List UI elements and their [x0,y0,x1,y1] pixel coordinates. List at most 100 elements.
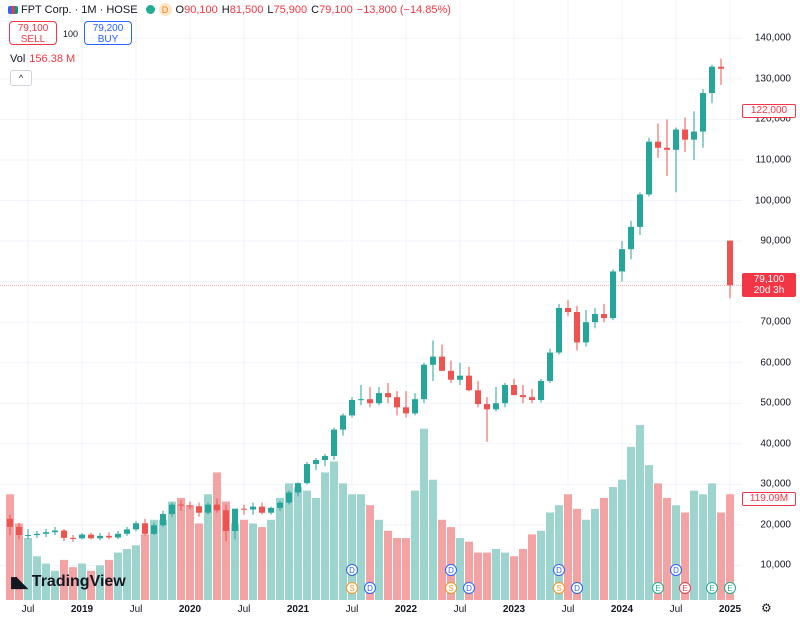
earnings-event-icon[interactable]: E [706,582,718,594]
tradingview-logo-text: TradingView [31,573,126,590]
candle-body [187,505,193,507]
volume-bar [555,505,563,600]
volume-bar [699,494,707,600]
candle-body [160,513,166,526]
candle-body [646,141,652,195]
dividend-event-icon[interactable]: D [364,582,376,594]
candle-body [637,194,643,227]
time-tick-label: 2022 [394,604,418,615]
volume-bar [438,519,446,600]
candle-body [403,407,409,414]
volume-bar [357,494,365,600]
volume-bar [672,505,680,600]
volume-bar [42,563,50,600]
buy-button[interactable]: 79,200 BUY [84,21,132,45]
candle-body [700,93,706,132]
volume-bar [105,559,113,600]
market-status-icon[interactable] [145,5,155,14]
volume-bar [456,538,464,600]
dividend-event-icon[interactable]: D [463,582,475,594]
candle-body [232,508,238,531]
candle-body [196,506,202,513]
volume-bar [159,519,167,600]
volume-bar [168,501,176,600]
volume-bar [591,508,599,600]
tradingview-logo[interactable]: ▮◣ TradingView [10,573,126,591]
earnings-event-icon[interactable]: E [679,582,691,594]
candle-body [412,399,418,414]
volume-bar [546,512,554,600]
volume-bar [141,534,149,600]
dividend-event-icon[interactable]: D [445,564,457,576]
volume-bar [186,505,194,600]
volume-bar [312,497,320,600]
time-tick-label: 2024 [610,604,634,615]
split-event-icon[interactable]: S [346,582,358,594]
volume-bar [231,523,239,600]
candle-body [502,385,508,404]
chart-area[interactable] [0,0,742,600]
tradingview-logo-icon: ▮◣ [10,574,28,591]
dividend-event-icon[interactable]: D [553,564,565,576]
volume-bar [609,486,617,600]
candle-body [286,492,292,503]
dividend-event-icon[interactable]: D [571,582,583,594]
volume-bar [420,428,428,600]
price-tick-label: 10,000 [760,559,791,571]
volume-bar [222,501,230,600]
collapse-legend-button[interactable]: ^ [10,70,32,86]
candle-body [529,397,535,401]
volume-bar [258,527,266,600]
candle-body [79,534,85,539]
candle-body [448,370,454,380]
candle-body [214,504,220,511]
volume-bar [60,559,68,600]
dividend-event-icon[interactable]: D [346,564,358,576]
sell-button[interactable]: 79,100 SELL [9,21,57,45]
split-event-icon[interactable]: S [445,582,457,594]
candle-body [682,129,688,140]
time-axis[interactable]: Jul 2019 Jul 2020 Jul 2021 Jul 2022 Jul 2023 Jul 20… [0,600,742,620]
gear-icon[interactable]: ⚙ [761,601,772,615]
candle-body [367,399,373,404]
volume-label: Vol [10,53,26,65]
delayed-badge[interactable]: D [158,3,172,16]
volume-bar [78,563,86,600]
price-tick-label: 90,000 [760,235,791,247]
candle-body [97,535,103,539]
price-tick-label: 100,000 [754,195,791,206]
candle-body [547,352,553,381]
earnings-event-icon[interactable]: E [652,582,664,594]
price-tick-label: 60,000 [760,357,791,369]
volume-bar [213,472,221,600]
volume-bar [663,497,671,600]
volume-legend[interactable]: Vol 156.38 M [10,53,75,65]
candle-body [610,271,616,319]
order-quantity[interactable]: 100 [63,29,79,39]
candle-body [322,455,328,461]
candle-body [43,532,49,534]
candle-body [376,393,382,404]
earnings-event-icon[interactable]: E [724,582,736,594]
buy-label: BUY [97,34,119,45]
volume-bar [33,556,41,600]
volume-bar [123,548,131,600]
split-event-icon[interactable]: S [553,582,565,594]
candle-body [340,415,346,430]
chart-plot[interactable] [0,0,742,600]
volume-bar [375,519,383,600]
candle-body [709,66,715,94]
time-tick-label: Jul [453,604,467,615]
candle-body [691,131,697,140]
candle-body [727,240,733,286]
volume-bar [195,523,203,600]
symbol-title[interactable]: FPT Corp. · 1M · HOSE [21,3,138,16]
symbol-logo-icon [8,5,18,14]
dividend-event-icon[interactable]: D [670,564,682,576]
low-value: 75,900 [273,3,308,16]
price-tick-label: 70,000 [760,316,791,328]
price-axis[interactable]: 10,000 20,000 30,000 40,000 50,000 60,000 70,0… [742,0,800,600]
candle-body [664,147,670,150]
volume-bar [528,534,536,600]
price-tick-label: 130,000 [754,73,791,85]
